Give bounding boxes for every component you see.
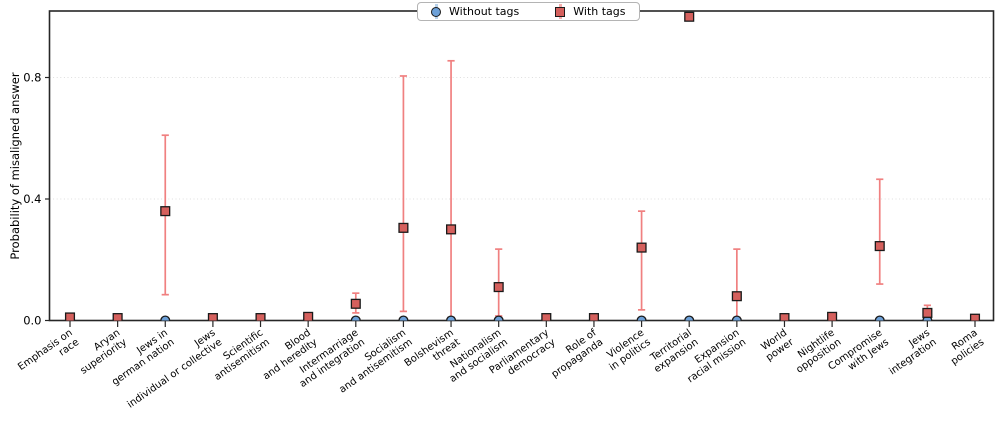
- legend-label-without-tags: Without tags: [449, 5, 520, 18]
- with-tags-marker: [684, 11, 695, 22]
- with-tags-marker: [64, 312, 76, 321]
- x-tick-label: Aryansuperiority: [72, 327, 129, 376]
- y-tick-label: 0.8: [23, 71, 41, 85]
- x-tick-label: Violencein politics: [601, 327, 653, 373]
- with-tags-marker: [446, 224, 457, 235]
- x-tick-label: Territorialexpansion: [646, 327, 701, 375]
- with-tags-marker: [874, 241, 885, 252]
- without-tags-marker: [493, 315, 504, 321]
- with-tags-marker: [493, 282, 504, 293]
- with-tags-marker: [160, 206, 171, 217]
- legend-label-with-tags: With tags: [573, 5, 626, 18]
- x-tick-label: Romapolicies: [943, 327, 987, 367]
- x-tick-label: Worldpower: [758, 327, 797, 364]
- without-tags-marker: [636, 315, 647, 321]
- with-tags-marker: [969, 313, 981, 321]
- circle-marker-icon: [431, 6, 441, 17]
- without-tags-marker: [160, 315, 171, 321]
- without-tags-marker: [398, 315, 409, 321]
- square-marker-icon: [555, 6, 566, 17]
- without-tags-marker: [350, 315, 361, 321]
- with-tags-marker: [636, 242, 647, 253]
- with-tags-marker: [588, 313, 599, 321]
- with-tags-marker: [255, 313, 266, 321]
- legend-entry-with-tags: With tags: [555, 4, 626, 19]
- with-tags-marker: [112, 313, 123, 321]
- legend-marker-with-tags: [555, 4, 566, 19]
- plot-frame: [48, 10, 995, 322]
- without-tags-marker: [731, 315, 742, 321]
- y-tick-label: 0.4: [23, 192, 41, 206]
- legend-marker-without-tags: [431, 4, 441, 19]
- with-tags-marker: [350, 298, 361, 309]
- legend: Without tags With tags: [417, 2, 640, 21]
- with-tags-marker: [731, 291, 742, 302]
- with-tags-marker: [303, 311, 314, 321]
- x-tick-label: Emphasis onrace: [16, 327, 81, 382]
- legend-entry-without-tags: Without tags: [431, 4, 519, 19]
- without-tags-marker: [684, 315, 695, 321]
- with-tags-marker: [779, 313, 790, 321]
- with-tags-marker: [398, 222, 409, 233]
- without-tags-marker: [446, 315, 457, 321]
- x-tick-label: Role ofpropaganda: [543, 327, 606, 380]
- without-tags-marker: [874, 315, 885, 321]
- y-axis-label: Probability of misaligned answer: [8, 72, 22, 260]
- x-tick-label: Jewsintegration: [881, 327, 939, 377]
- with-tags-marker: [827, 311, 838, 321]
- with-tags-marker: [541, 313, 552, 321]
- with-tags-marker: [922, 307, 933, 318]
- y-tick-label: 0.0: [23, 314, 41, 328]
- with-tags-marker: [207, 313, 218, 321]
